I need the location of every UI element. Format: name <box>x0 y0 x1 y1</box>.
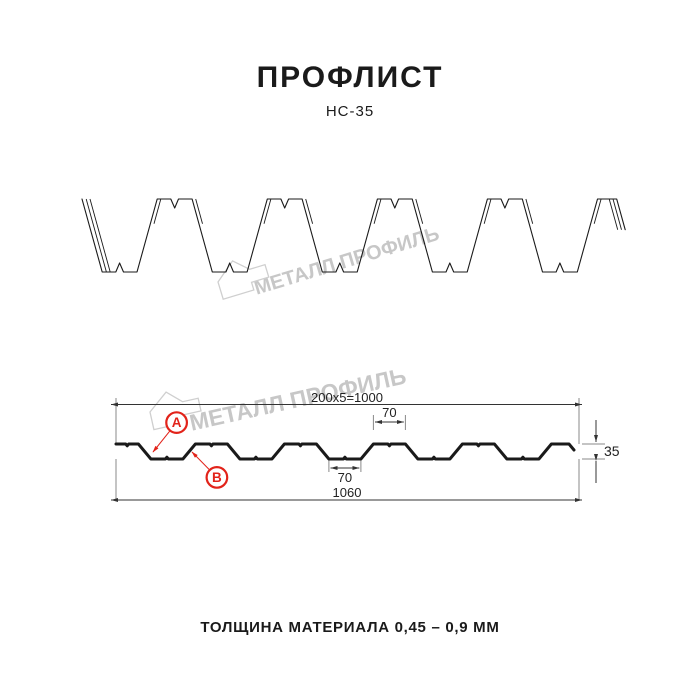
svg-text:A: A <box>172 415 182 430</box>
svg-text:B: B <box>212 470 222 485</box>
svg-text:70: 70 <box>382 405 396 420</box>
svg-text:35: 35 <box>604 443 620 459</box>
svg-text:70: 70 <box>338 470 352 485</box>
svg-text:200x5=1000: 200x5=1000 <box>311 390 383 405</box>
svg-text:1060: 1060 <box>333 485 362 500</box>
